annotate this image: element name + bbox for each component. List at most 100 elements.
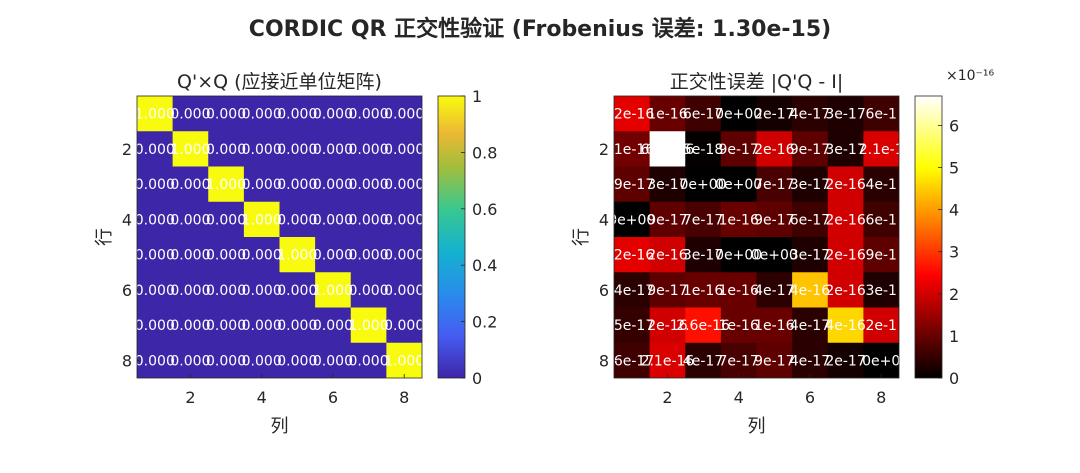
- axes-frame: [136, 95, 423, 379]
- cell-label: 0.000: [206, 318, 246, 334]
- cell-label: 9e-17: [790, 142, 830, 158]
- cell-label: 0.000: [206, 142, 246, 158]
- colorbar-tick-label: 1: [949, 327, 959, 346]
- y-tick-label: 2: [599, 140, 609, 159]
- cell-label: 5e-18: [683, 142, 723, 158]
- colorbar-tick-label: 6: [949, 116, 959, 135]
- heatmap-cell: [614, 201, 651, 238]
- heatmap-cell: [792, 96, 829, 132]
- heatmap-cell: [649, 307, 686, 344]
- cell-label: 0.000: [313, 212, 353, 228]
- colorbar: [437, 95, 466, 379]
- cell-label: 0e+00: [715, 177, 762, 193]
- heatmap-cell: [315, 237, 352, 273]
- cell-label: 4e-17: [683, 353, 723, 369]
- heatmap-cell: [649, 272, 686, 309]
- cell-label: 2.6e-16: [676, 318, 730, 334]
- cell-label: 0.000: [313, 318, 353, 334]
- heatmap-cell: [137, 237, 174, 273]
- heatmap-cell: [863, 166, 899, 203]
- heatmap-cell: [827, 272, 864, 309]
- cell-label: 0.000: [242, 177, 282, 193]
- heatmap-cell: [386, 307, 422, 344]
- cell-label: 2e-16: [647, 248, 687, 264]
- colorbar-exponent: ×10⁻¹⁶: [946, 68, 995, 84]
- cell-label: 0e+00: [715, 248, 762, 264]
- colorbar-tick-label: 2: [949, 285, 959, 304]
- cell-label: 0.000: [277, 283, 317, 299]
- cell-label: 9e-1: [865, 248, 896, 264]
- x-tick-label: 4: [257, 388, 267, 407]
- heatmap-cell: [386, 131, 422, 168]
- heatmap-cell: [614, 131, 651, 168]
- heatmap-cell: [685, 131, 722, 168]
- cell-label: 6e-1: [865, 212, 896, 228]
- heatmap-cell: [720, 272, 758, 309]
- heatmap-cell: [243, 96, 281, 132]
- heatmap-cell: [756, 307, 793, 344]
- cell-label: 1e-16: [754, 318, 794, 334]
- heatmap-cell: [792, 307, 829, 344]
- cell-label: 9e-17: [718, 142, 758, 158]
- cell-label: 2e-17: [825, 353, 865, 369]
- cell-label: 4e-16: [825, 318, 865, 334]
- cell-label: 0.000: [349, 142, 389, 158]
- figure-title: CORDIC QR 正交性验证 (Frobenius 误差: 1.30e-15): [249, 16, 831, 42]
- heatmap-panels: 1.0000.0000.0000.0000.0000.0000.0000.000…: [94, 68, 995, 437]
- heatmap-cell: [350, 131, 387, 168]
- cell-label: 2.1e-16: [641, 353, 695, 369]
- heatmap-cell: [685, 166, 722, 203]
- cell-label: 0e+00: [680, 177, 727, 193]
- cell-label: 0.000: [277, 212, 317, 228]
- x-axis-label: 列: [748, 416, 766, 437]
- cell-label: 3e-17: [790, 177, 830, 193]
- x-axis-label: 列: [271, 416, 289, 437]
- colorbar-tick-label: 0: [472, 369, 482, 388]
- cell-label: .9e-17: [609, 177, 654, 193]
- cell-label: 0.000: [313, 177, 353, 193]
- cell-label: 6.7e-16: [641, 142, 695, 158]
- heatmap-cell: [614, 237, 651, 273]
- cell-label: 0.000: [206, 107, 246, 123]
- heatmap-cell: [827, 201, 864, 238]
- cell-label: 0e+00: [608, 212, 655, 228]
- heatmap-cells: 1.0000.0000.0000.0000.0000.0000.0000.000…: [135, 96, 424, 378]
- x-tick-label: 8: [399, 388, 409, 407]
- heatmap-cell: [315, 272, 352, 309]
- heatmap-cell: [315, 201, 352, 238]
- cell-label: 0.000: [277, 142, 317, 158]
- heatmap-cell: [756, 342, 793, 378]
- y-tick-label: 8: [599, 351, 609, 370]
- heatmap-cell: [279, 96, 316, 132]
- heatmap-cell: [208, 201, 245, 238]
- cell-label: 0.000: [313, 353, 353, 369]
- cell-label: 0.000: [349, 107, 389, 123]
- cell-label: 1.000: [135, 107, 175, 123]
- cell-label: 0.000: [277, 353, 317, 369]
- heatmap-cell: [137, 342, 174, 378]
- heatmap-cell: [208, 272, 245, 309]
- cell-label: 7e-17: [718, 353, 758, 369]
- cell-label: 4e-1: [865, 177, 896, 193]
- heatmap-cell: [279, 342, 316, 378]
- heatmap-cell: [350, 342, 387, 378]
- cell-label: 0.000: [170, 283, 210, 299]
- cell-label: 0.000: [384, 107, 424, 123]
- cell-label: 0.000: [135, 353, 175, 369]
- cell-label: 4e-17: [790, 318, 830, 334]
- cell-label: 3e-17: [825, 107, 865, 123]
- heatmap-cell: [720, 96, 758, 132]
- heatmap-cell: [863, 131, 899, 168]
- y-axis-label: 行: [571, 228, 592, 246]
- heatmap-cell: [208, 237, 245, 273]
- colorbar-tick-label: 0.4: [472, 256, 497, 275]
- heatmap-cell: [208, 96, 245, 132]
- cell-label: 0.000: [349, 177, 389, 193]
- cell-label: 4e-17: [754, 283, 794, 299]
- cell-label: 0.000: [242, 318, 282, 334]
- cell-label: 0.000: [242, 107, 282, 123]
- x-tick-label: 8: [876, 388, 886, 407]
- heatmap-cell: [386, 272, 422, 309]
- heatmap-cell: [720, 342, 758, 378]
